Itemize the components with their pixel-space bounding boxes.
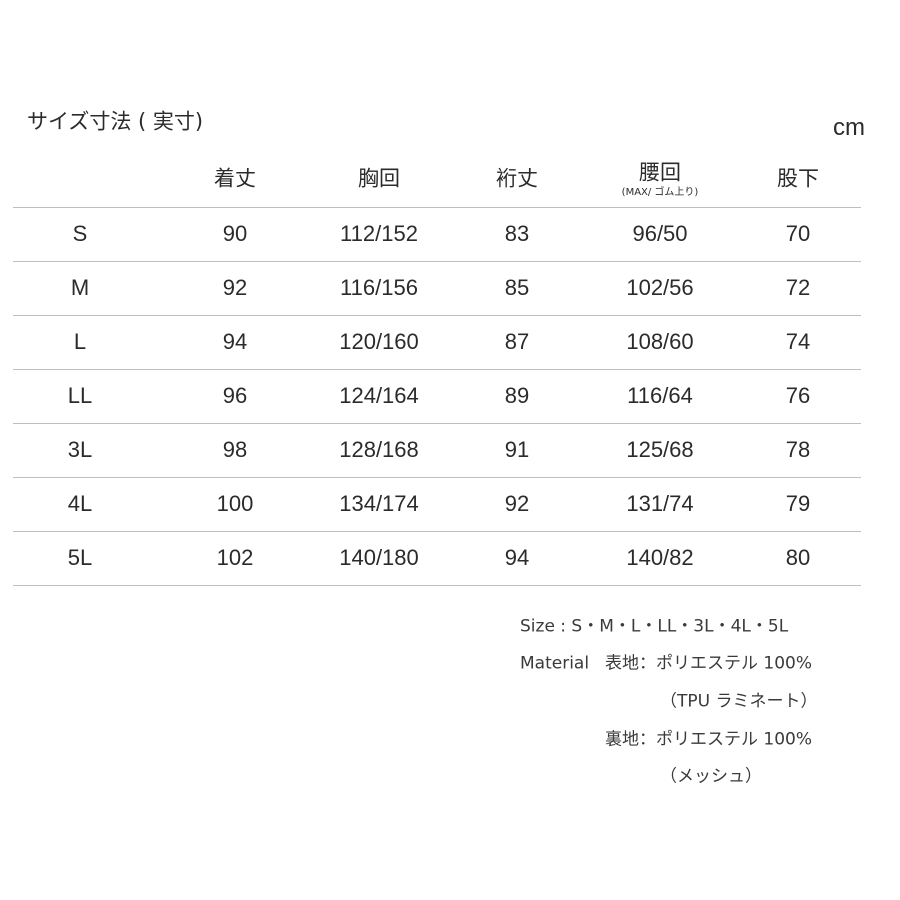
- column-header: 胸回: [358, 166, 400, 191]
- column-header: 股下: [777, 166, 819, 191]
- cell: 89: [504, 383, 530, 408]
- cell: 100: [216, 491, 254, 516]
- cell: 140/180: [339, 545, 419, 570]
- cell: 96/50: [632, 221, 688, 246]
- cell: 76: [785, 383, 811, 408]
- cell: 120/160: [339, 329, 419, 354]
- cell: 91: [504, 437, 530, 462]
- row-rule: [13, 585, 861, 586]
- row-label: M: [70, 275, 90, 300]
- row-rule: [13, 207, 861, 208]
- cell: 78: [785, 437, 811, 462]
- cell: 96: [222, 383, 248, 408]
- cell: 134/174: [339, 491, 419, 516]
- row-rule: [13, 261, 861, 262]
- row-label: S: [72, 221, 88, 246]
- cell: 140/82: [626, 545, 694, 570]
- cell: 128/168: [339, 437, 419, 462]
- cell: 124/164: [339, 383, 419, 408]
- cell: 90: [222, 221, 248, 246]
- cell: 112/152: [340, 221, 418, 246]
- cell: 102/56: [626, 275, 694, 300]
- cell: 116/156: [340, 275, 418, 300]
- row-label: 4L: [67, 491, 93, 516]
- lining-detail: （メッシュ）: [660, 766, 762, 787]
- column-header: 着丈: [214, 166, 256, 191]
- cell: 74: [785, 329, 811, 354]
- outer-material: 表地：ポリエステル 100%: [605, 653, 813, 674]
- row-rule: [13, 531, 861, 532]
- cell: 108/60: [626, 329, 694, 354]
- cell: 131/74: [626, 491, 694, 516]
- column-note: (MAX/ ゴム上り): [621, 187, 699, 198]
- size-note: Size : S・M・L・LL・3L・4L・5L: [520, 616, 789, 637]
- unit: cm: [833, 114, 865, 141]
- cell: 87: [504, 329, 530, 354]
- column-header: 裄丈: [496, 166, 538, 191]
- cell: 85: [504, 275, 530, 300]
- cell: 72: [785, 275, 811, 300]
- cell: 70: [785, 221, 811, 246]
- cell: 98: [222, 437, 248, 462]
- cell: 79: [785, 491, 811, 516]
- title: サイズ寸法 ( 実寸): [27, 109, 204, 134]
- cell: 94: [504, 545, 530, 570]
- column-header: 腰回: [639, 160, 681, 185]
- outer-detail: （TPU ラミネート）: [660, 691, 818, 712]
- cell: 102: [216, 545, 254, 570]
- cell: 116/64: [627, 383, 693, 408]
- cell: 125/68: [626, 437, 694, 462]
- row-label: 5L: [67, 545, 93, 570]
- row-label: LL: [67, 383, 93, 408]
- cell: 92: [504, 491, 530, 516]
- cell: 80: [785, 545, 811, 570]
- row-rule: [13, 477, 861, 478]
- row-rule: [13, 369, 861, 370]
- material-label: Material: [520, 653, 590, 674]
- lining-material: 裏地：ポリエステル 100%: [605, 729, 813, 750]
- row-rule: [13, 423, 861, 424]
- cell: 83: [504, 221, 530, 246]
- row-label: 3L: [67, 437, 93, 462]
- cell: 92: [222, 275, 248, 300]
- row-label: L: [73, 329, 87, 354]
- row-rule: [13, 315, 861, 316]
- cell: 94: [222, 329, 248, 354]
